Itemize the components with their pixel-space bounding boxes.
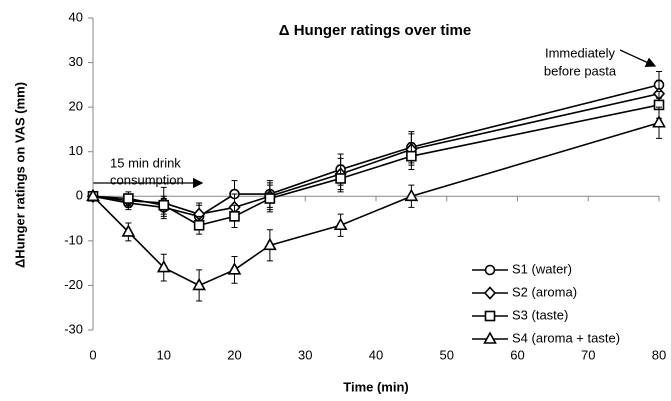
marker — [229, 211, 240, 222]
x-tick-label: 60 — [510, 347, 524, 362]
x-tick-label: 80 — [652, 347, 666, 362]
marker — [404, 188, 419, 202]
y-tick-label: 10 — [69, 143, 83, 158]
marker — [193, 219, 205, 231]
legend-marker — [484, 264, 496, 276]
x-tick-label: 70 — [581, 347, 595, 362]
legend-label: S4 (aroma + taste) — [512, 330, 620, 345]
marker — [121, 224, 136, 237]
x-tick-label: 0 — [89, 347, 96, 362]
x-tick-label: 40 — [369, 347, 383, 362]
legend-marker — [483, 286, 497, 300]
annotation: 15 min drink — [110, 155, 181, 170]
marker — [227, 262, 242, 275]
legend-label: S1 (water) — [512, 261, 572, 276]
marker — [652, 115, 666, 128]
legend-label: S2 (aroma) — [512, 284, 577, 299]
legend-marker — [484, 310, 496, 322]
annotation-arrow — [619, 49, 657, 67]
x-tick-label: 10 — [157, 347, 171, 362]
legend-label: S3 (taste) — [512, 307, 568, 322]
marker — [264, 193, 276, 204]
marker — [123, 193, 134, 204]
marker — [333, 217, 348, 231]
x-tick-label: 50 — [440, 347, 454, 362]
legend-marker — [483, 331, 497, 344]
y-tick-label: 20 — [69, 99, 83, 114]
y-tick-label: -30 — [64, 321, 83, 336]
series-line — [92, 121, 660, 287]
x-tick-label: 20 — [227, 347, 241, 362]
x-tick-label: 30 — [298, 347, 312, 362]
marker — [406, 150, 417, 162]
x-axis-title: Time (min) — [343, 379, 409, 394]
annotation: before pasta — [544, 63, 617, 78]
y-tick-label: -10 — [64, 232, 83, 247]
marker — [86, 188, 100, 202]
marker — [192, 277, 206, 291]
y-tick-label: -20 — [64, 277, 83, 292]
y-tick-label: 40 — [69, 9, 83, 24]
annotation: Immediately — [545, 45, 616, 60]
marker — [263, 237, 277, 251]
chart-title: Δ Hunger ratings over time — [279, 22, 472, 39]
marker — [335, 173, 346, 184]
annotation: consumption — [110, 172, 184, 187]
y-tick-label: 30 — [69, 54, 83, 69]
y-axis-title: ΔHunger ratings on VAS (mm) — [12, 82, 27, 268]
marker — [158, 199, 170, 211]
marker — [156, 259, 171, 273]
y-tick-label: 0 — [76, 188, 83, 203]
